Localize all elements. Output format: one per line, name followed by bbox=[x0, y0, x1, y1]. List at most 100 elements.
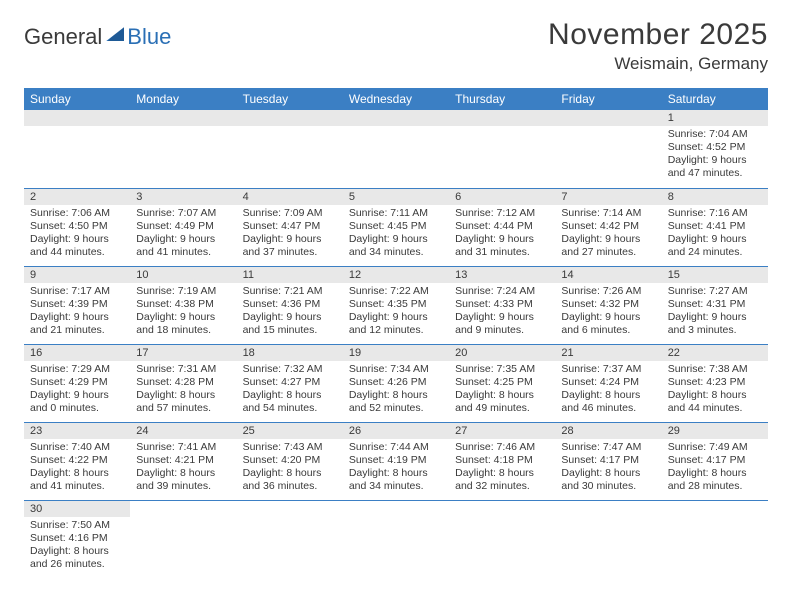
day-number bbox=[343, 501, 449, 517]
calendar-cell: 26Sunrise: 7:44 AMSunset: 4:19 PMDayligh… bbox=[343, 422, 449, 500]
calendar-table: SundayMondayTuesdayWednesdayThursdayFrid… bbox=[24, 88, 768, 578]
calendar-cell: 19 Sunrise: 7:34 AMSunset: 4:26 PMDayligh… bbox=[343, 344, 449, 422]
sunrise-text: Sunrise: 7:26 AM bbox=[561, 285, 655, 298]
day-number: 22 bbox=[662, 345, 768, 361]
day-content bbox=[343, 517, 449, 573]
sunset-text: Sunset: 4:21 PM bbox=[136, 454, 230, 467]
sunset-text: Sunset: 4:28 PM bbox=[136, 376, 230, 389]
logo: General Blue bbox=[24, 24, 171, 50]
day-number bbox=[24, 110, 130, 126]
calendar-cell: 8Sunrise: 7:16 AMSunset: 4:41 PMDaylight… bbox=[662, 188, 768, 266]
sunrise-text: Sunrise: 7:44 AM bbox=[349, 441, 443, 454]
day-number bbox=[237, 501, 343, 517]
daylight-text: Daylight: 8 hours and 52 minutes. bbox=[349, 389, 443, 415]
day-content: Sunrise: 7:12 AMSunset: 4:44 PMDaylight:… bbox=[449, 205, 555, 264]
calendar-cell: 5Sunrise: 7:11 AMSunset: 4:45 PMDaylight… bbox=[343, 188, 449, 266]
day-content bbox=[343, 126, 449, 182]
sunrise-text: Sunrise: 7:35 AM bbox=[455, 363, 549, 376]
day-number: 25 bbox=[237, 423, 343, 439]
daylight-text: Daylight: 8 hours and 36 minutes. bbox=[243, 467, 337, 493]
sunset-text: Sunset: 4:20 PM bbox=[243, 454, 337, 467]
sunrise-text: Sunrise: 7:16 AM bbox=[668, 207, 762, 220]
day-number bbox=[130, 501, 236, 517]
logo-text-general: General bbox=[24, 24, 102, 50]
sunset-text: Sunset: 4:18 PM bbox=[455, 454, 549, 467]
title-block: November 2025 Weismain, Germany bbox=[548, 18, 768, 74]
weekday-header: Monday bbox=[130, 88, 236, 110]
calendar-cell: 28Sunrise: 7:47 AMSunset: 4:17 PMDayligh… bbox=[555, 422, 661, 500]
sunrise-text: Sunrise: 7:32 AM bbox=[243, 363, 337, 376]
day-number: 9 bbox=[24, 267, 130, 283]
calendar-header-row: SundayMondayTuesdayWednesdayThursdayFrid… bbox=[24, 88, 768, 110]
day-content: Sunrise: 7:22 AMSunset: 4:35 PMDaylight:… bbox=[343, 283, 449, 342]
daylight-text: Daylight: 8 hours and 49 minutes. bbox=[455, 389, 549, 415]
day-content: Sunrise: 7:38 AMSunset: 4:23 PMDaylight:… bbox=[662, 361, 768, 420]
calendar-cell: 17Sunrise: 7:31 AMSunset: 4:28 PMDayligh… bbox=[130, 344, 236, 422]
calendar-cell: 4Sunrise: 7:09 AMSunset: 4:47 PMDaylight… bbox=[237, 188, 343, 266]
calendar-week-row: 23Sunrise: 7:40 AMSunset: 4:22 PMDayligh… bbox=[24, 422, 768, 500]
calendar-cell bbox=[130, 110, 236, 188]
daylight-text: Daylight: 9 hours and 3 minutes. bbox=[668, 311, 762, 337]
day-number: 11 bbox=[237, 267, 343, 283]
calendar-cell bbox=[555, 500, 661, 578]
sunrise-text: Sunrise: 7:47 AM bbox=[561, 441, 655, 454]
day-number: 27 bbox=[449, 423, 555, 439]
day-content: Sunrise: 7:16 AMSunset: 4:41 PMDaylight:… bbox=[662, 205, 768, 264]
day-content: Sunrise: 7:07 AMSunset: 4:49 PMDaylight:… bbox=[130, 205, 236, 264]
day-content: Sunrise: 7:35 AMSunset: 4:25 PMDaylight:… bbox=[449, 361, 555, 420]
calendar-week-row: 9Sunrise: 7:17 AMSunset: 4:39 PMDaylight… bbox=[24, 266, 768, 344]
sunrise-text: Sunrise: 7:04 AM bbox=[668, 128, 762, 141]
sunrise-text: Sunrise: 7:11 AM bbox=[349, 207, 443, 220]
day-number: 29 bbox=[662, 423, 768, 439]
calendar-cell bbox=[662, 500, 768, 578]
day-content: Sunrise: 7:32 AMSunset: 4:27 PMDaylight:… bbox=[237, 361, 343, 420]
day-number: 2 bbox=[24, 189, 130, 205]
daylight-text: Daylight: 8 hours and 44 minutes. bbox=[668, 389, 762, 415]
weekday-header: Friday bbox=[555, 88, 661, 110]
calendar-week-row: 1Sunrise: 7:04 AMSunset: 4:52 PMDaylight… bbox=[24, 110, 768, 188]
calendar-cell: 12Sunrise: 7:22 AMSunset: 4:35 PMDayligh… bbox=[343, 266, 449, 344]
calendar-cell: 10Sunrise: 7:19 AMSunset: 4:38 PMDayligh… bbox=[130, 266, 236, 344]
calendar-cell: 6Sunrise: 7:12 AMSunset: 4:44 PMDaylight… bbox=[449, 188, 555, 266]
day-number bbox=[237, 110, 343, 126]
calendar-cell: 14Sunrise: 7:26 AMSunset: 4:32 PMDayligh… bbox=[555, 266, 661, 344]
day-content: Sunrise: 7:11 AMSunset: 4:45 PMDaylight:… bbox=[343, 205, 449, 264]
calendar-cell: 25Sunrise: 7:43 AMSunset: 4:20 PMDayligh… bbox=[237, 422, 343, 500]
day-content: Sunrise: 7:26 AMSunset: 4:32 PMDaylight:… bbox=[555, 283, 661, 342]
calendar-cell: 1Sunrise: 7:04 AMSunset: 4:52 PMDaylight… bbox=[662, 110, 768, 188]
sunset-text: Sunset: 4:23 PM bbox=[668, 376, 762, 389]
sunset-text: Sunset: 4:45 PM bbox=[349, 220, 443, 233]
sunset-text: Sunset: 4:31 PM bbox=[668, 298, 762, 311]
day-content: Sunrise: 7:31 AMSunset: 4:28 PMDaylight:… bbox=[130, 361, 236, 420]
calendar-cell: 29Sunrise: 7:49 AMSunset: 4:17 PMDayligh… bbox=[662, 422, 768, 500]
day-content: Sunrise: 7:06 AMSunset: 4:50 PMDaylight:… bbox=[24, 205, 130, 264]
day-number: 7 bbox=[555, 189, 661, 205]
daylight-text: Daylight: 9 hours and 0 minutes. bbox=[30, 389, 124, 415]
sunset-text: Sunset: 4:27 PM bbox=[243, 376, 337, 389]
daylight-text: Daylight: 9 hours and 27 minutes. bbox=[561, 233, 655, 259]
day-content: Sunrise: 7:21 AMSunset: 4:36 PMDaylight:… bbox=[237, 283, 343, 342]
sunrise-text: Sunrise: 7:40 AM bbox=[30, 441, 124, 454]
sunrise-text: Sunrise: 7:34 AM bbox=[349, 363, 443, 376]
day-number: 3 bbox=[130, 189, 236, 205]
calendar-week-row: 16Sunrise: 7:29 AMSunset: 4:29 PMDayligh… bbox=[24, 344, 768, 422]
calendar-cell bbox=[237, 110, 343, 188]
day-number: 19 bbox=[343, 345, 449, 361]
daylight-text: Daylight: 8 hours and 41 minutes. bbox=[30, 467, 124, 493]
sunset-text: Sunset: 4:26 PM bbox=[349, 376, 443, 389]
calendar-cell: 23Sunrise: 7:40 AMSunset: 4:22 PMDayligh… bbox=[24, 422, 130, 500]
day-content: Sunrise: 7:41 AMSunset: 4:21 PMDaylight:… bbox=[130, 439, 236, 498]
sunrise-text: Sunrise: 7:29 AM bbox=[30, 363, 124, 376]
day-content: Sunrise: 7:50 AMSunset: 4:16 PMDaylight:… bbox=[24, 517, 130, 576]
day-content bbox=[130, 517, 236, 573]
sunset-text: Sunset: 4:47 PM bbox=[243, 220, 337, 233]
sunrise-text: Sunrise: 7:31 AM bbox=[136, 363, 230, 376]
day-content: Sunrise: 7:44 AMSunset: 4:19 PMDaylight:… bbox=[343, 439, 449, 498]
calendar-cell: 16Sunrise: 7:29 AMSunset: 4:29 PMDayligh… bbox=[24, 344, 130, 422]
day-number bbox=[662, 501, 768, 517]
page-title: November 2025 bbox=[548, 18, 768, 52]
sunset-text: Sunset: 4:49 PM bbox=[136, 220, 230, 233]
daylight-text: Daylight: 9 hours and 44 minutes. bbox=[30, 233, 124, 259]
sunrise-text: Sunrise: 7:06 AM bbox=[30, 207, 124, 220]
day-content: Sunrise: 7:24 AMSunset: 4:33 PMDaylight:… bbox=[449, 283, 555, 342]
